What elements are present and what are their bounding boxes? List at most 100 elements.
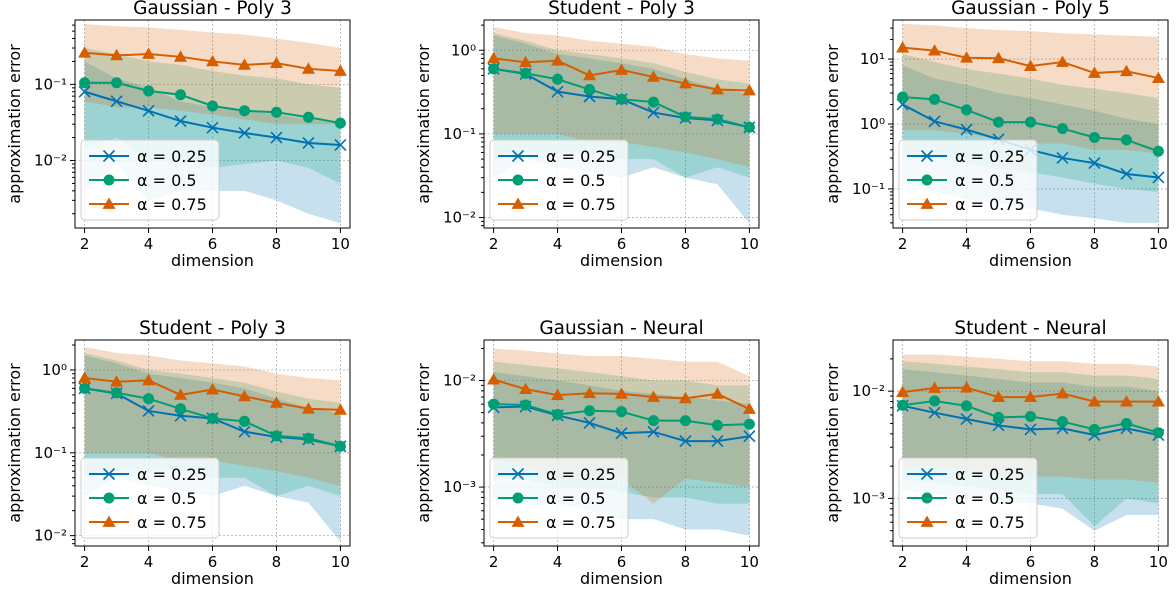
point-series-2 [207,100,218,112]
x-tick-label: 4 [144,235,154,253]
legend-label-3: α = 0.75 [546,513,616,532]
x-tick-label: 8 [681,553,691,571]
x-tick-label: 2 [489,553,499,571]
point-series-3 [928,44,942,56]
legend-box [80,139,220,221]
x-axis-label: dimension [580,251,663,270]
x-tick-label: 10 [740,553,759,571]
point-series-1 [142,404,155,418]
point-series-3 [646,70,660,82]
legend-marker-2 [921,174,933,186]
y-tick-label: 10⁻² [34,527,67,545]
y-tick-label: 10⁻³ [443,478,476,496]
point-series-3 [1087,66,1101,78]
legend-box [898,139,1038,221]
point-series-2 [679,111,691,123]
legend: α = 0.25 α = 0.5 α = 0.75 [489,457,629,539]
legend-label-2: α = 0.5 [955,171,1015,190]
legend-label-3: α = 0.75 [955,513,1025,532]
legend-label-3: α = 0.75 [955,195,1025,214]
point-series-3 [1055,55,1069,67]
x-tick-label: 4 [553,235,563,253]
x-tick-label: 6 [1026,553,1036,571]
point-series-1 [302,136,315,150]
y-tick-label: 10⁻³ [852,489,885,507]
point-series-3 [487,373,501,385]
point-series-1 [1152,171,1165,184]
point-series-1 [270,131,283,144]
point-series-3 [487,51,501,64]
point-series-3 [896,385,910,397]
legend-marker-2 [512,492,524,504]
point-series-1 [174,114,187,128]
point-series-3 [678,391,692,404]
point-series-3 [710,82,724,95]
legend: α = 0.25 α = 0.5 α = 0.75 [898,139,1038,221]
point-series-3 [1055,387,1069,399]
legend-label-1: α = 0.25 [955,147,1025,166]
point-series-2 [175,89,187,101]
x-tick-label: 4 [962,235,972,253]
panel-2: 2 4 6 8 10 10⁻² 10⁻¹ 10⁰ Student - Poly 3 dimensi… [414,0,760,270]
legend-marker-3 [102,197,116,209]
y-tick-label: 10⁻² [34,152,67,170]
legend-marker-2 [103,174,115,186]
panel-1: 2 4 6 8 10 10⁻² 10⁻¹ Gaussian - Poly 3 dimension… [5,0,351,270]
point-series-3 [110,375,124,387]
point-series-1 [711,435,724,448]
point-series-2 [961,400,973,412]
point-series-3 [301,402,315,414]
x-tick-label: 4 [553,553,563,571]
x-tick-label: 2 [898,553,908,571]
x-tick-label: 10 [1149,235,1168,253]
point-series-2 [1056,416,1068,428]
x-tick-label: 10 [331,553,350,571]
point-series-2 [488,63,500,75]
y-tick-label: 10¹ [860,50,885,68]
y-axis-label: approximation error [414,363,433,523]
legend-marker-1 [102,467,116,481]
point-series-3 [615,387,628,399]
panel-3: 2 4 6 8 10 10⁻¹ 10⁰ 10¹ Gaussian - Poly 5 dimensi… [823,0,1169,270]
legend-label-2: α = 0.5 [955,489,1015,508]
legend: α = 0.25 α = 0.5 α = 0.75 [80,457,220,539]
point-series-2 [207,412,218,424]
panel-title: Student - Poly 3 [139,318,286,339]
point-series-2 [1120,417,1132,429]
y-tick-label: 10⁻¹ [852,180,885,198]
point-series-3 [333,403,347,415]
point-series-3 [333,64,347,76]
point-series-2 [302,111,314,123]
point-series-2 [647,415,659,427]
x-tick-label: 8 [1090,553,1100,571]
point-series-2 [993,116,1005,128]
x-tick-label: 6 [208,553,218,571]
point-series-3 [110,48,124,61]
point-series-1 [1024,423,1037,436]
point-series-3 [174,50,188,62]
x-tick-label: 2 [489,235,499,253]
x-tick-label: 8 [272,553,282,571]
point-series-3 [269,56,283,69]
point-series-2 [1152,145,1164,157]
point-series-3 [142,47,156,59]
point-series-2 [993,411,1005,423]
panel-title: Gaussian - Neural [539,318,703,339]
point-series-1 [960,412,973,426]
point-series-3 [519,382,533,395]
point-series-2 [334,440,346,452]
point-series-3 [615,63,628,75]
y-tick-label: 10⁻² [852,382,885,400]
y-axis-label: approximation error [823,363,842,523]
point-series-2 [584,83,596,95]
legend-label-2: α = 0.5 [137,489,197,508]
point-series-2 [1120,134,1132,146]
point-series-2 [679,415,691,427]
point-series-2 [647,96,659,108]
point-series-1 [992,419,1005,432]
point-series-3 [1087,395,1101,407]
point-series-2 [1025,116,1036,128]
point-series-2 [584,405,596,417]
legend-marker-1 [511,149,525,163]
